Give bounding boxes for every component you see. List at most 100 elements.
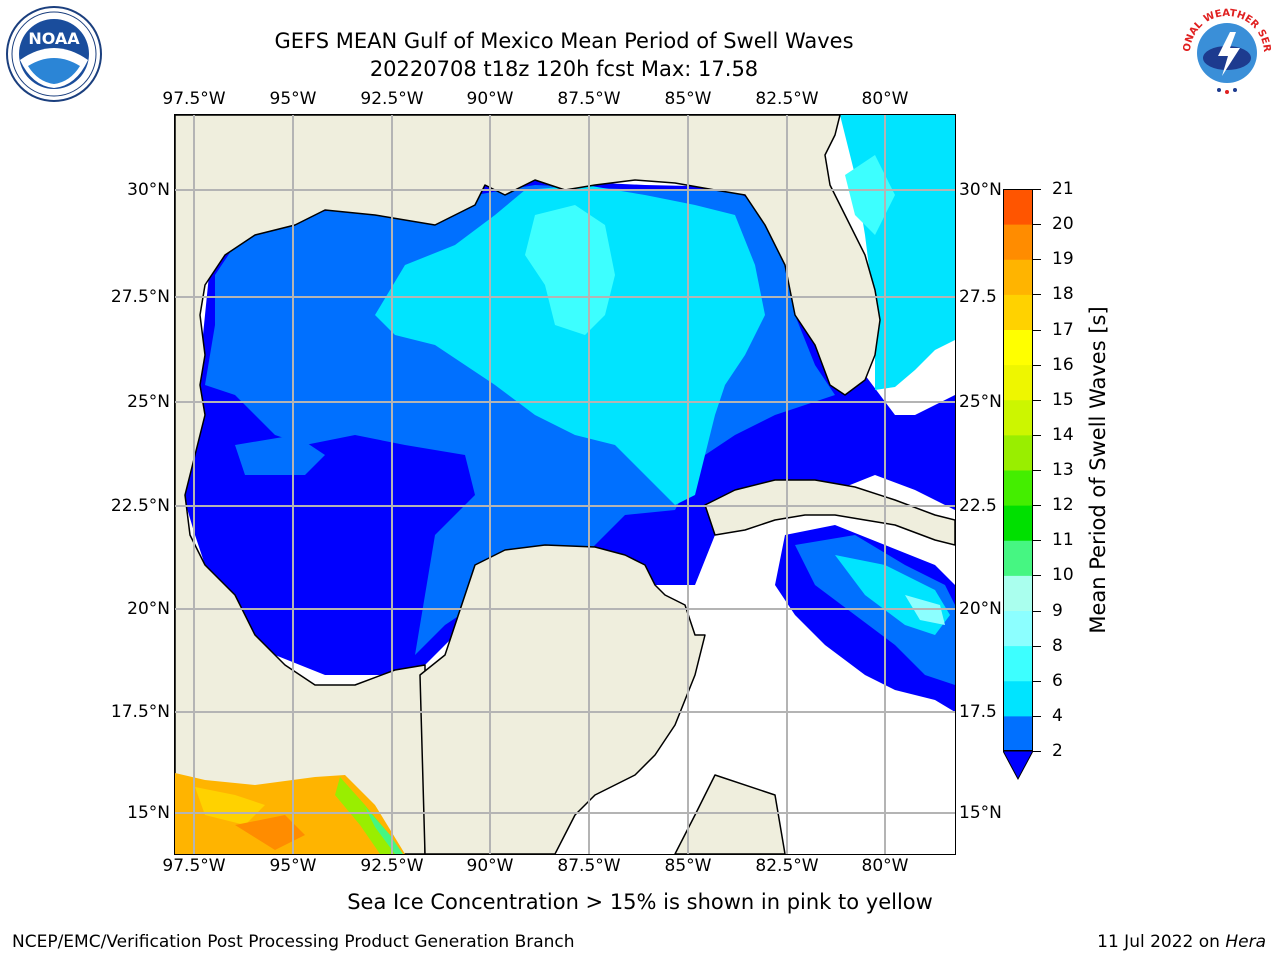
swell-6-8s-region (525, 205, 615, 335)
lat-tick-right: 17.5 (959, 702, 997, 722)
lat-tick-right: 27.5 (959, 287, 997, 307)
lon-tick-bottom: 90°W (466, 856, 514, 876)
credit-date: 11 Jul 2022 on Hera (1097, 932, 1266, 952)
colorbar-segment (1003, 434, 1033, 471)
colorbar-label: Mean Period of Swell Waves [s] (1086, 306, 1110, 634)
swell-4-6s-region (375, 185, 765, 505)
colorbar-tick-mark (1033, 434, 1041, 436)
colorbar-tick-label: 4 (1052, 705, 1063, 726)
colorbar-segment (1003, 189, 1033, 225)
lon-tick-top: 82.5°W (755, 89, 819, 109)
colorbar-canvas (1002, 189, 1034, 781)
colorbar-segment (1003, 610, 1033, 647)
colorbar-tick-label: 21 (1052, 179, 1074, 199)
colorbar-tick-mark (1033, 505, 1041, 507)
colorbar-tick-label: 13 (1052, 460, 1074, 480)
chart-subtitle: 20220708 t18z 120h fcst Max: 17.58 (369, 57, 759, 81)
colorbar-tick-mark (1033, 715, 1041, 717)
lat-tick-left: 30°N (127, 180, 170, 200)
credit-branch: NCEP/EMC/Verification Post Processing Pr… (12, 932, 575, 952)
colorbar-tick-label: 11 (1052, 530, 1074, 551)
colorbar-tick-mark (1033, 540, 1041, 542)
lat-tick-right: 25°N (959, 392, 1002, 412)
colorbar-tick-label: 16 (1052, 354, 1074, 375)
colorbar-tick-label: 2 (1052, 741, 1063, 761)
colorbar-tick-mark (1033, 224, 1041, 226)
colorbar-tick-mark (1033, 259, 1041, 261)
lat-tick-right: 15°N (959, 803, 1002, 823)
pacific-swell-9-10s (365, 807, 403, 854)
lat-tick-left: 15°N (127, 803, 170, 823)
colorbar-segment (1003, 224, 1033, 260)
colorbar-tick-label: 6 (1052, 670, 1063, 691)
sea-ice-note: Sea Ice Concentration > 15% is shown in … (347, 890, 933, 914)
atlantic-swell-6-8s (845, 155, 895, 235)
colorbar-segment (1003, 364, 1033, 401)
lon-tick-bottom: 97.5°W (162, 856, 226, 876)
colorbar-tick-mark (1033, 399, 1041, 401)
colorbar-tick-mark (1033, 610, 1041, 612)
lat-tick-right: 20°N (959, 599, 1002, 619)
swell-2-4s-patch (235, 435, 325, 475)
map-frame (174, 114, 956, 855)
colorbar-tick-mark (1033, 751, 1041, 752)
chart-title: GEFS MEAN Gulf of Mexico Mean Period of … (274, 29, 854, 53)
colorbar-segment (1003, 540, 1033, 576)
colorbar-under-arrow (1002, 750, 1034, 781)
colorbar-tick-mark (1033, 364, 1041, 366)
colorbar-tick-label: 20 (1052, 214, 1074, 235)
lon-tick-top: 97.5°W (162, 89, 226, 109)
pacific-swell-17-18s (235, 815, 305, 850)
lon-tick-top: 90°W (466, 89, 514, 109)
lon-tick-bottom: 82.5°W (755, 856, 819, 876)
lon-tick-top: 87.5°W (557, 89, 621, 109)
colorbar-tick-mark (1033, 294, 1041, 296)
lat-tick-left: 22.5°N (110, 496, 170, 516)
graticule (175, 115, 955, 854)
pacific-swell-16-17s (195, 787, 265, 825)
colorbar-tick-label: 8 (1052, 635, 1063, 656)
land-us-mexico-west (174, 114, 881, 855)
colorbar-segment (1003, 259, 1033, 295)
lon-tick-top: 85°W (664, 89, 712, 109)
colorbar-segment (1003, 645, 1033, 682)
colorbar-tick-label: 17 (1052, 319, 1074, 340)
noaa-logo: NOAA (6, 6, 102, 102)
colorbar-tick-label: 18 (1052, 284, 1074, 305)
colorbar-segment (1003, 470, 1033, 506)
lon-tick-bottom: 85°W (664, 856, 712, 876)
lon-tick-bottom: 80°W (861, 856, 909, 876)
lat-tick-left: 27.5°N (110, 287, 170, 307)
colorbar-segment (1003, 294, 1033, 330)
lon-tick-bottom: 92.5°W (360, 856, 424, 876)
colorbar (1002, 189, 1034, 781)
colorbar-tick-label: 14 (1052, 424, 1074, 445)
colorbar-tick-label: 12 (1052, 495, 1074, 516)
colorbar-border (1003, 189, 1033, 751)
map-panel (174, 114, 956, 855)
lat-tick-right: 22.5 (959, 496, 997, 516)
colorbar-segment (1003, 575, 1033, 611)
colorbar-tick-mark (1033, 575, 1041, 577)
nws-logo: NATIONAL WEATHER SERVICE (1174, 0, 1276, 102)
credit-host: Hera (1225, 932, 1266, 952)
colorbar-tick-mark (1033, 189, 1041, 190)
credit-date-text: 11 Jul 2022 on (1097, 932, 1220, 952)
colorbar-tick-mark (1033, 645, 1041, 647)
colorbar-tick-label: 15 (1052, 389, 1074, 410)
colorbar-tick-label: 9 (1052, 600, 1063, 621)
colorbar-segment (1003, 715, 1033, 752)
colorbar-segment (1003, 680, 1033, 717)
lat-tick-right: 30°N (959, 180, 1002, 200)
colorbar-tick-mark (1033, 329, 1041, 331)
lon-tick-top: 95°W (269, 89, 317, 109)
colorbar-segment (1003, 399, 1033, 436)
colorbar-segment (1003, 505, 1033, 541)
lon-tick-top: 80°W (861, 89, 909, 109)
lon-tick-bottom: 95°W (269, 856, 317, 876)
colorbar-tick-mark (1033, 470, 1041, 471)
land-cuba (704, 479, 956, 546)
colorbar-tick-label: 10 (1052, 565, 1074, 586)
colorbar-segment (1003, 329, 1033, 366)
lat-tick-left: 20°N (127, 599, 170, 619)
